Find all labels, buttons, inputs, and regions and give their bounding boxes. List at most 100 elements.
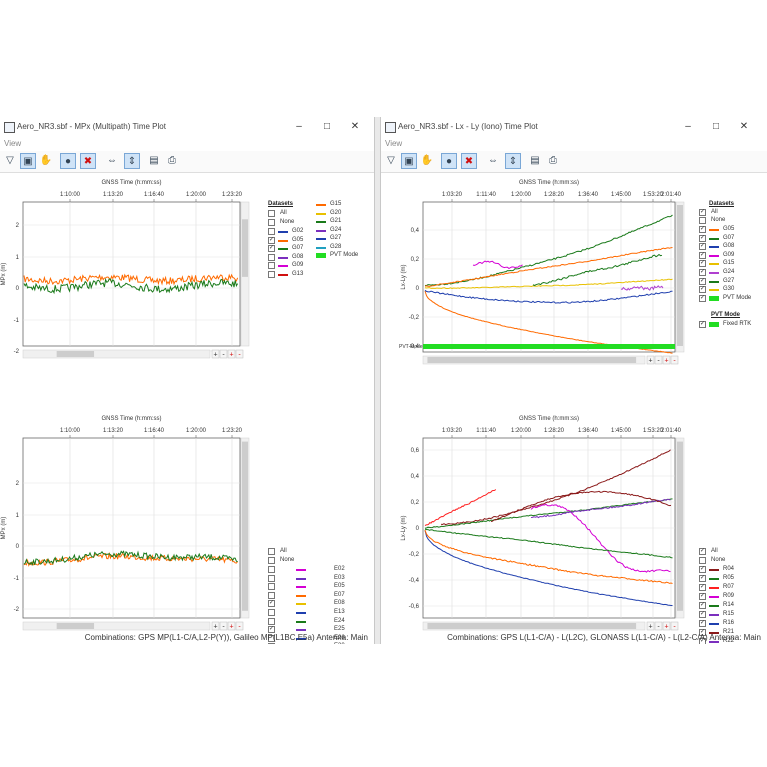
legend-checkbox[interactable]: ✓ [699, 251, 706, 259]
legend-checkbox[interactable] [268, 253, 275, 261]
legend-checkbox[interactable] [268, 583, 275, 591]
legend-checkbox[interactable]: ✓ [268, 600, 275, 608]
legend-checkbox[interactable]: ✓ [699, 234, 706, 242]
legend-checkbox[interactable]: ✓ [699, 209, 706, 216]
legend-checkbox[interactable] [268, 262, 275, 269]
zoom-in-y-icon[interactable] [662, 355, 671, 365]
print-icon[interactable]: ⎙ [549, 155, 557, 166]
zoom-out-y-icon[interactable] [670, 355, 679, 365]
legend-checkbox[interactable]: ✓ [699, 593, 706, 600]
plot-area[interactable] [22, 435, 241, 619]
legend-checkbox[interactable] [268, 219, 275, 226]
layout-icon[interactable]: ▤ [149, 155, 159, 166]
vertical-scrollbar[interactable] [675, 437, 685, 619]
close-icon[interactable]: ✕ [350, 121, 360, 132]
legend-checkbox[interactable]: ✓ [268, 236, 275, 244]
title-bar[interactable]: Aero_NR3.sbf - Lx - Ly (Iono) Time Plot … [381, 117, 767, 137]
zoom-in-y-icon[interactable] [662, 621, 671, 631]
minimize-icon[interactable]: – [296, 121, 302, 132]
vertical-scrollbar[interactable] [240, 201, 250, 347]
legend-checkbox[interactable] [268, 210, 275, 217]
legend-checkbox[interactable] [268, 566, 275, 573]
fit-vertical-icon[interactable]: ⇕ [505, 153, 521, 169]
legend-checkbox[interactable]: ✓ [699, 321, 706, 328]
scroll-thumb[interactable] [56, 351, 95, 357]
zoom-out-y-icon[interactable] [235, 621, 244, 631]
zoom-box-icon[interactable]: ▣ [401, 153, 417, 169]
legend-checkbox[interactable]: ✓ [699, 226, 706, 233]
vertical-scrollbar[interactable] [675, 201, 685, 353]
legend-checkbox[interactable]: ✓ [699, 286, 706, 294]
legend-checkbox[interactable]: ✓ [699, 611, 706, 618]
filter-icon[interactable]: ▽ [387, 155, 395, 166]
zoom-in-y-icon[interactable] [227, 349, 236, 359]
scroll-thumb[interactable] [677, 441, 683, 611]
legend-checkbox[interactable] [268, 634, 275, 642]
horizontal-scrollbar[interactable] [422, 355, 646, 365]
fit-horizontal-icon[interactable]: ⇔ [488, 155, 498, 166]
legend-checkbox[interactable]: ✓ [699, 548, 706, 555]
pan-icon[interactable]: ✋ [39, 155, 53, 166]
close-icon[interactable]: ✕ [739, 121, 749, 132]
legend-checkbox[interactable]: ✓ [699, 243, 706, 251]
pan-icon[interactable]: ✋ [420, 155, 434, 166]
scroll-thumb[interactable] [56, 623, 95, 629]
legend-checkbox[interactable]: ✓ [699, 260, 706, 268]
legend-checkbox[interactable]: ✓ [699, 566, 706, 573]
legend-checkbox[interactable] [268, 643, 275, 644]
horizontal-scrollbar[interactable] [22, 621, 211, 631]
legend-checkbox[interactable]: ✓ [699, 584, 706, 591]
zoom-out-x-icon[interactable] [654, 355, 663, 365]
fit-horizontal-icon[interactable]: ⇔ [107, 155, 117, 166]
zoom-in-x-icon[interactable] [646, 355, 655, 365]
legend-checkbox[interactable]: ✓ [699, 602, 706, 609]
plot-area[interactable] [422, 199, 676, 354]
select-icon[interactable]: ● [60, 153, 76, 169]
horizontal-scrollbar[interactable] [422, 621, 646, 631]
zoom-in-x-icon[interactable] [646, 621, 655, 631]
zoom-out-x-icon[interactable] [654, 621, 663, 631]
legend-checkbox[interactable]: ✓ [268, 626, 275, 634]
reset-zoom-icon[interactable]: ✖ [461, 153, 477, 169]
zoom-out-x-icon[interactable] [219, 621, 228, 631]
legend-checkbox[interactable] [268, 617, 275, 625]
legend-checkbox[interactable]: ✓ [699, 638, 706, 644]
filter-icon[interactable]: ▽ [6, 155, 14, 166]
select-icon[interactable]: ● [441, 153, 457, 169]
legend-checkbox[interactable]: ✓ [699, 629, 706, 636]
legend-checkbox[interactable]: ✓ [268, 245, 275, 252]
legend-checkbox[interactable] [268, 591, 275, 599]
legend-checkbox[interactable]: ✓ [699, 277, 706, 285]
reset-zoom-icon[interactable]: ✖ [80, 153, 96, 169]
scroll-thumb[interactable] [427, 357, 637, 363]
vertical-scrollbar[interactable] [240, 437, 250, 619]
zoom-out-x-icon[interactable] [219, 349, 228, 359]
zoom-in-x-icon[interactable] [211, 349, 220, 359]
zoom-in-y-icon[interactable] [227, 621, 236, 631]
legend-checkbox[interactable] [268, 228, 275, 235]
legend-checkbox[interactable] [268, 557, 275, 564]
zoom-in-x-icon[interactable] [211, 621, 220, 631]
scroll-thumb[interactable] [677, 205, 683, 346]
maximize-icon[interactable]: □ [323, 121, 331, 132]
legend-checkbox[interactable] [268, 574, 275, 582]
scroll-track[interactable] [22, 621, 211, 631]
legend-checkbox[interactable] [268, 270, 275, 278]
horizontal-scrollbar[interactable] [22, 349, 211, 359]
legend-checkbox[interactable] [268, 548, 275, 555]
legend-checkbox[interactable]: ✓ [699, 620, 706, 627]
plot-area[interactable] [22, 199, 241, 352]
scroll-thumb[interactable] [427, 623, 637, 629]
legend-checkbox[interactable] [268, 609, 275, 616]
legend-checkbox[interactable]: ✓ [699, 269, 706, 276]
scroll-thumb[interactable] [242, 441, 248, 611]
menu-view[interactable]: View [385, 139, 403, 148]
fit-vertical-icon[interactable]: ⇕ [124, 153, 140, 169]
maximize-icon[interactable]: □ [712, 121, 720, 132]
legend-checkbox[interactable]: ✓ [699, 294, 706, 302]
legend-checkbox[interactable]: ✓ [699, 575, 706, 582]
layout-icon[interactable]: ▤ [530, 155, 540, 166]
scroll-thumb[interactable] [242, 219, 248, 277]
print-icon[interactable]: ⎙ [168, 155, 176, 166]
legend-checkbox[interactable] [699, 217, 706, 224]
